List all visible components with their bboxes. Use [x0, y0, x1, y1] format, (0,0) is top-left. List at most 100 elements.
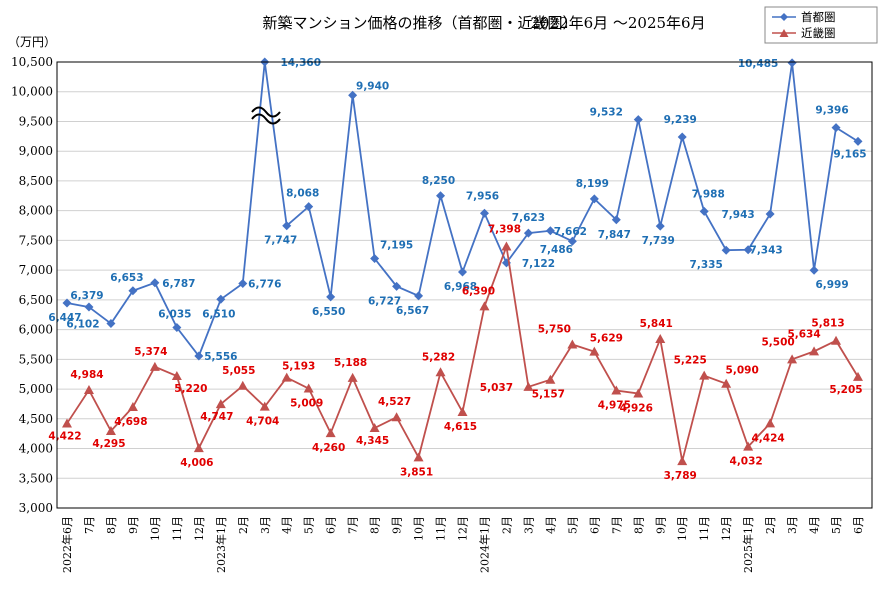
data-point-kinki: [589, 346, 600, 356]
data-label-tokyo: 6,787: [162, 278, 195, 290]
data-label-tokyo: 8,199: [576, 178, 609, 190]
x-tick-label: 8月: [369, 516, 382, 534]
data-label-tokyo: 5,556: [204, 351, 237, 363]
data-label-tokyo: 8,250: [422, 175, 455, 187]
data-point-tokyo: [831, 123, 841, 133]
data-point-tokyo: [567, 236, 577, 246]
data-label-kinki: 4,424: [752, 432, 785, 444]
data-label-kinki: 5,220: [174, 383, 207, 395]
data-point-kinki: [457, 406, 468, 416]
data-label-tokyo: 7,847: [598, 229, 631, 241]
x-tick-label: 5月: [830, 516, 843, 534]
x-tick-label: 4月: [281, 516, 294, 534]
data-point-tokyo: [282, 221, 292, 231]
data-label-kinki: 4,345: [356, 435, 389, 447]
data-label-tokyo: 7,747: [264, 235, 297, 247]
data-point-kinki: [413, 452, 424, 462]
x-tick-label: 2月: [237, 516, 250, 534]
axis-break-mark: [251, 106, 281, 125]
x-tick-label: 6月: [588, 516, 601, 534]
data-point-kinki: [545, 374, 556, 384]
y-tick-label: 7,500: [19, 233, 53, 247]
data-point-tokyo: [392, 281, 402, 291]
data-label-tokyo: 6,035: [158, 309, 191, 321]
data-point-kinki: [62, 418, 72, 428]
grid-lines: [57, 61, 872, 509]
data-label-kinki: 5,055: [222, 365, 255, 377]
data-point-kinki: [171, 370, 182, 380]
x-tick-label: 2022年6月: [60, 516, 74, 573]
data-point-tokyo: [370, 254, 380, 264]
data-point-kinki: [699, 370, 710, 380]
data-label-kinki: 5,009: [290, 398, 323, 410]
data-point-kinki: [809, 346, 820, 356]
data-point-tokyo: [589, 194, 599, 204]
data-label-kinki: 4,260: [312, 442, 345, 454]
legend: 首都圏 近畿圏: [764, 6, 878, 44]
data-label-tokyo: 7,988: [692, 188, 725, 200]
x-axis-ticks: 2022年6月 7月 8月 9月 10月 11月 12月 2023年1月 2月 3月 4月 5月 6月 7…: [60, 516, 865, 573]
data-label-kinki: 4,704: [246, 416, 279, 428]
data-point-kinki: [83, 385, 94, 395]
data-label-tokyo: 10,485: [738, 58, 779, 70]
x-tick-label: 5月: [303, 516, 316, 534]
data-label-kinki: 4,295: [92, 438, 125, 450]
x-tick-label: 2月: [500, 516, 513, 534]
x-tick-label: 6月: [325, 516, 338, 534]
data-label-kinki: 4,032: [730, 456, 763, 468]
data-label-kinki: 4,698: [114, 416, 147, 428]
data-point-kinki: [259, 401, 270, 411]
data-point-tokyo: [677, 132, 687, 142]
data-point-tokyo: [853, 136, 863, 146]
data-point-tokyo: [655, 221, 665, 231]
data-label-kinki: 5,634: [787, 328, 820, 340]
legend-label-tokyo: 首都圏: [801, 10, 836, 24]
y-tick-label: 6,000: [19, 323, 53, 337]
chart-period: 2022年6月 〜2025年6月: [530, 14, 705, 32]
data-label-tokyo: 7,195: [380, 240, 413, 252]
data-point-kinki: [853, 371, 863, 381]
y-tick-label: 7,000: [19, 263, 53, 277]
x-tick-label: 5月: [566, 516, 579, 534]
x-tick-label: 8月: [632, 516, 645, 534]
data-point-tokyo: [84, 302, 94, 312]
data-label-tokyo: 6,776: [248, 278, 281, 290]
legend-item-kinki: 近畿圏: [772, 26, 836, 40]
data-point-kinki: [347, 372, 358, 382]
data-point-kinki: [237, 380, 248, 390]
data-label-tokyo: 9,532: [590, 107, 623, 119]
data-point-kinki: [435, 367, 446, 377]
data-point-kinki: [567, 339, 578, 349]
legend-item-tokyo: 首都圏: [772, 10, 836, 24]
x-tick-label: 9月: [654, 516, 667, 534]
data-point-tokyo: [150, 278, 160, 288]
data-label-kinki: 5,188: [334, 357, 367, 369]
x-tick-label: 2023年1月: [214, 516, 228, 573]
data-label-kinki: 5,813: [811, 318, 844, 330]
x-tick-label: 3月: [786, 516, 799, 534]
data-label-kinki: 5,282: [422, 351, 455, 363]
x-tick-label: 3月: [259, 516, 272, 534]
data-label-tokyo: 6,653: [110, 272, 143, 284]
data-label-tokyo: 6,102: [66, 319, 99, 331]
data-label-kinki: 4,422: [48, 430, 81, 442]
data-label-kinki: 3,851: [400, 466, 433, 478]
data-label-kinki: 4,006: [180, 457, 213, 469]
x-tick-label: 12月: [720, 516, 733, 541]
data-point-tokyo: [633, 115, 643, 125]
data-label-tokyo: 6,379: [70, 290, 103, 302]
data-label-kinki: 4,615: [444, 421, 477, 433]
data-point-tokyo: [699, 206, 709, 216]
y-tick-label: 10,500: [11, 55, 53, 69]
data-point-tokyo: [304, 202, 314, 212]
chart-title: 新築マンション価格の推移（首都圏・近畿圏）: [262, 14, 577, 32]
data-point-kinki: [831, 335, 842, 345]
data-point-tokyo: [765, 209, 775, 219]
data-label-kinki: 5,193: [282, 361, 315, 373]
data-point-kinki: [281, 372, 292, 382]
x-tick-label: 11月: [171, 516, 184, 541]
data-point-kinki: [765, 418, 776, 428]
x-tick-label: 9月: [127, 516, 140, 534]
data-point-tokyo: [348, 90, 358, 100]
